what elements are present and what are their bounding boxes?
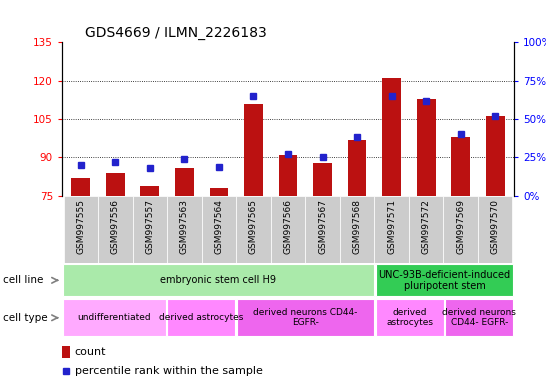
Bar [140, 185, 159, 196]
Bar [313, 162, 332, 196]
Bar [64, 196, 98, 263]
Bar [478, 196, 512, 263]
Text: GSM997568: GSM997568 [353, 199, 361, 254]
Bar [133, 196, 167, 263]
Bar [63, 265, 374, 296]
Bar [376, 265, 513, 296]
Text: GSM997572: GSM997572 [422, 199, 430, 254]
Text: GSM997564: GSM997564 [215, 199, 223, 254]
Text: GSM997566: GSM997566 [283, 199, 293, 254]
Text: undifferentiated: undifferentiated [78, 313, 151, 322]
Bar [201, 196, 236, 263]
Bar [382, 78, 401, 196]
Bar [305, 196, 340, 263]
Text: GSM997563: GSM997563 [180, 199, 189, 254]
Bar [278, 155, 298, 196]
Text: GSM997571: GSM997571 [387, 199, 396, 254]
Text: derived
astrocytes: derived astrocytes [386, 308, 433, 328]
Bar [271, 196, 305, 263]
Text: cell type: cell type [3, 313, 48, 323]
Text: GSM997556: GSM997556 [111, 199, 120, 254]
Text: derived neurons
CD44- EGFR-: derived neurons CD44- EGFR- [442, 308, 516, 328]
Text: cell line: cell line [3, 275, 43, 285]
Bar [443, 196, 478, 263]
Bar [106, 173, 125, 196]
Bar [72, 178, 91, 196]
Text: UNC-93B-deficient-induced
pluripotent stem: UNC-93B-deficient-induced pluripotent st… [378, 270, 511, 291]
Bar [244, 104, 263, 196]
Text: GSM997557: GSM997557 [145, 199, 155, 254]
Text: count: count [75, 347, 106, 357]
Text: GSM997565: GSM997565 [249, 199, 258, 254]
Bar [175, 168, 194, 196]
Text: GSM997555: GSM997555 [76, 199, 86, 254]
Text: derived astrocytes: derived astrocytes [159, 313, 244, 322]
Bar [210, 188, 228, 196]
Text: GSM997570: GSM997570 [490, 199, 500, 254]
Bar [62, 346, 70, 358]
Text: embryonic stem cell H9: embryonic stem cell H9 [161, 275, 276, 285]
Bar [485, 116, 505, 196]
Bar [167, 299, 235, 336]
Text: GDS4669 / ILMN_2226183: GDS4669 / ILMN_2226183 [85, 26, 266, 40]
Bar [236, 299, 374, 336]
Bar [374, 196, 409, 263]
Bar [445, 299, 513, 336]
Bar [417, 99, 436, 196]
Bar [236, 196, 271, 263]
Bar [451, 137, 470, 196]
Bar [63, 299, 165, 336]
Text: GSM997569: GSM997569 [456, 199, 465, 254]
Bar [376, 299, 444, 336]
Bar [409, 196, 443, 263]
Bar [340, 196, 374, 263]
Text: percentile rank within the sample: percentile rank within the sample [75, 366, 263, 376]
Bar [347, 139, 366, 196]
Bar [167, 196, 201, 263]
Bar [98, 196, 133, 263]
Text: GSM997567: GSM997567 [318, 199, 327, 254]
Text: derived neurons CD44-
EGFR-: derived neurons CD44- EGFR- [253, 308, 358, 328]
